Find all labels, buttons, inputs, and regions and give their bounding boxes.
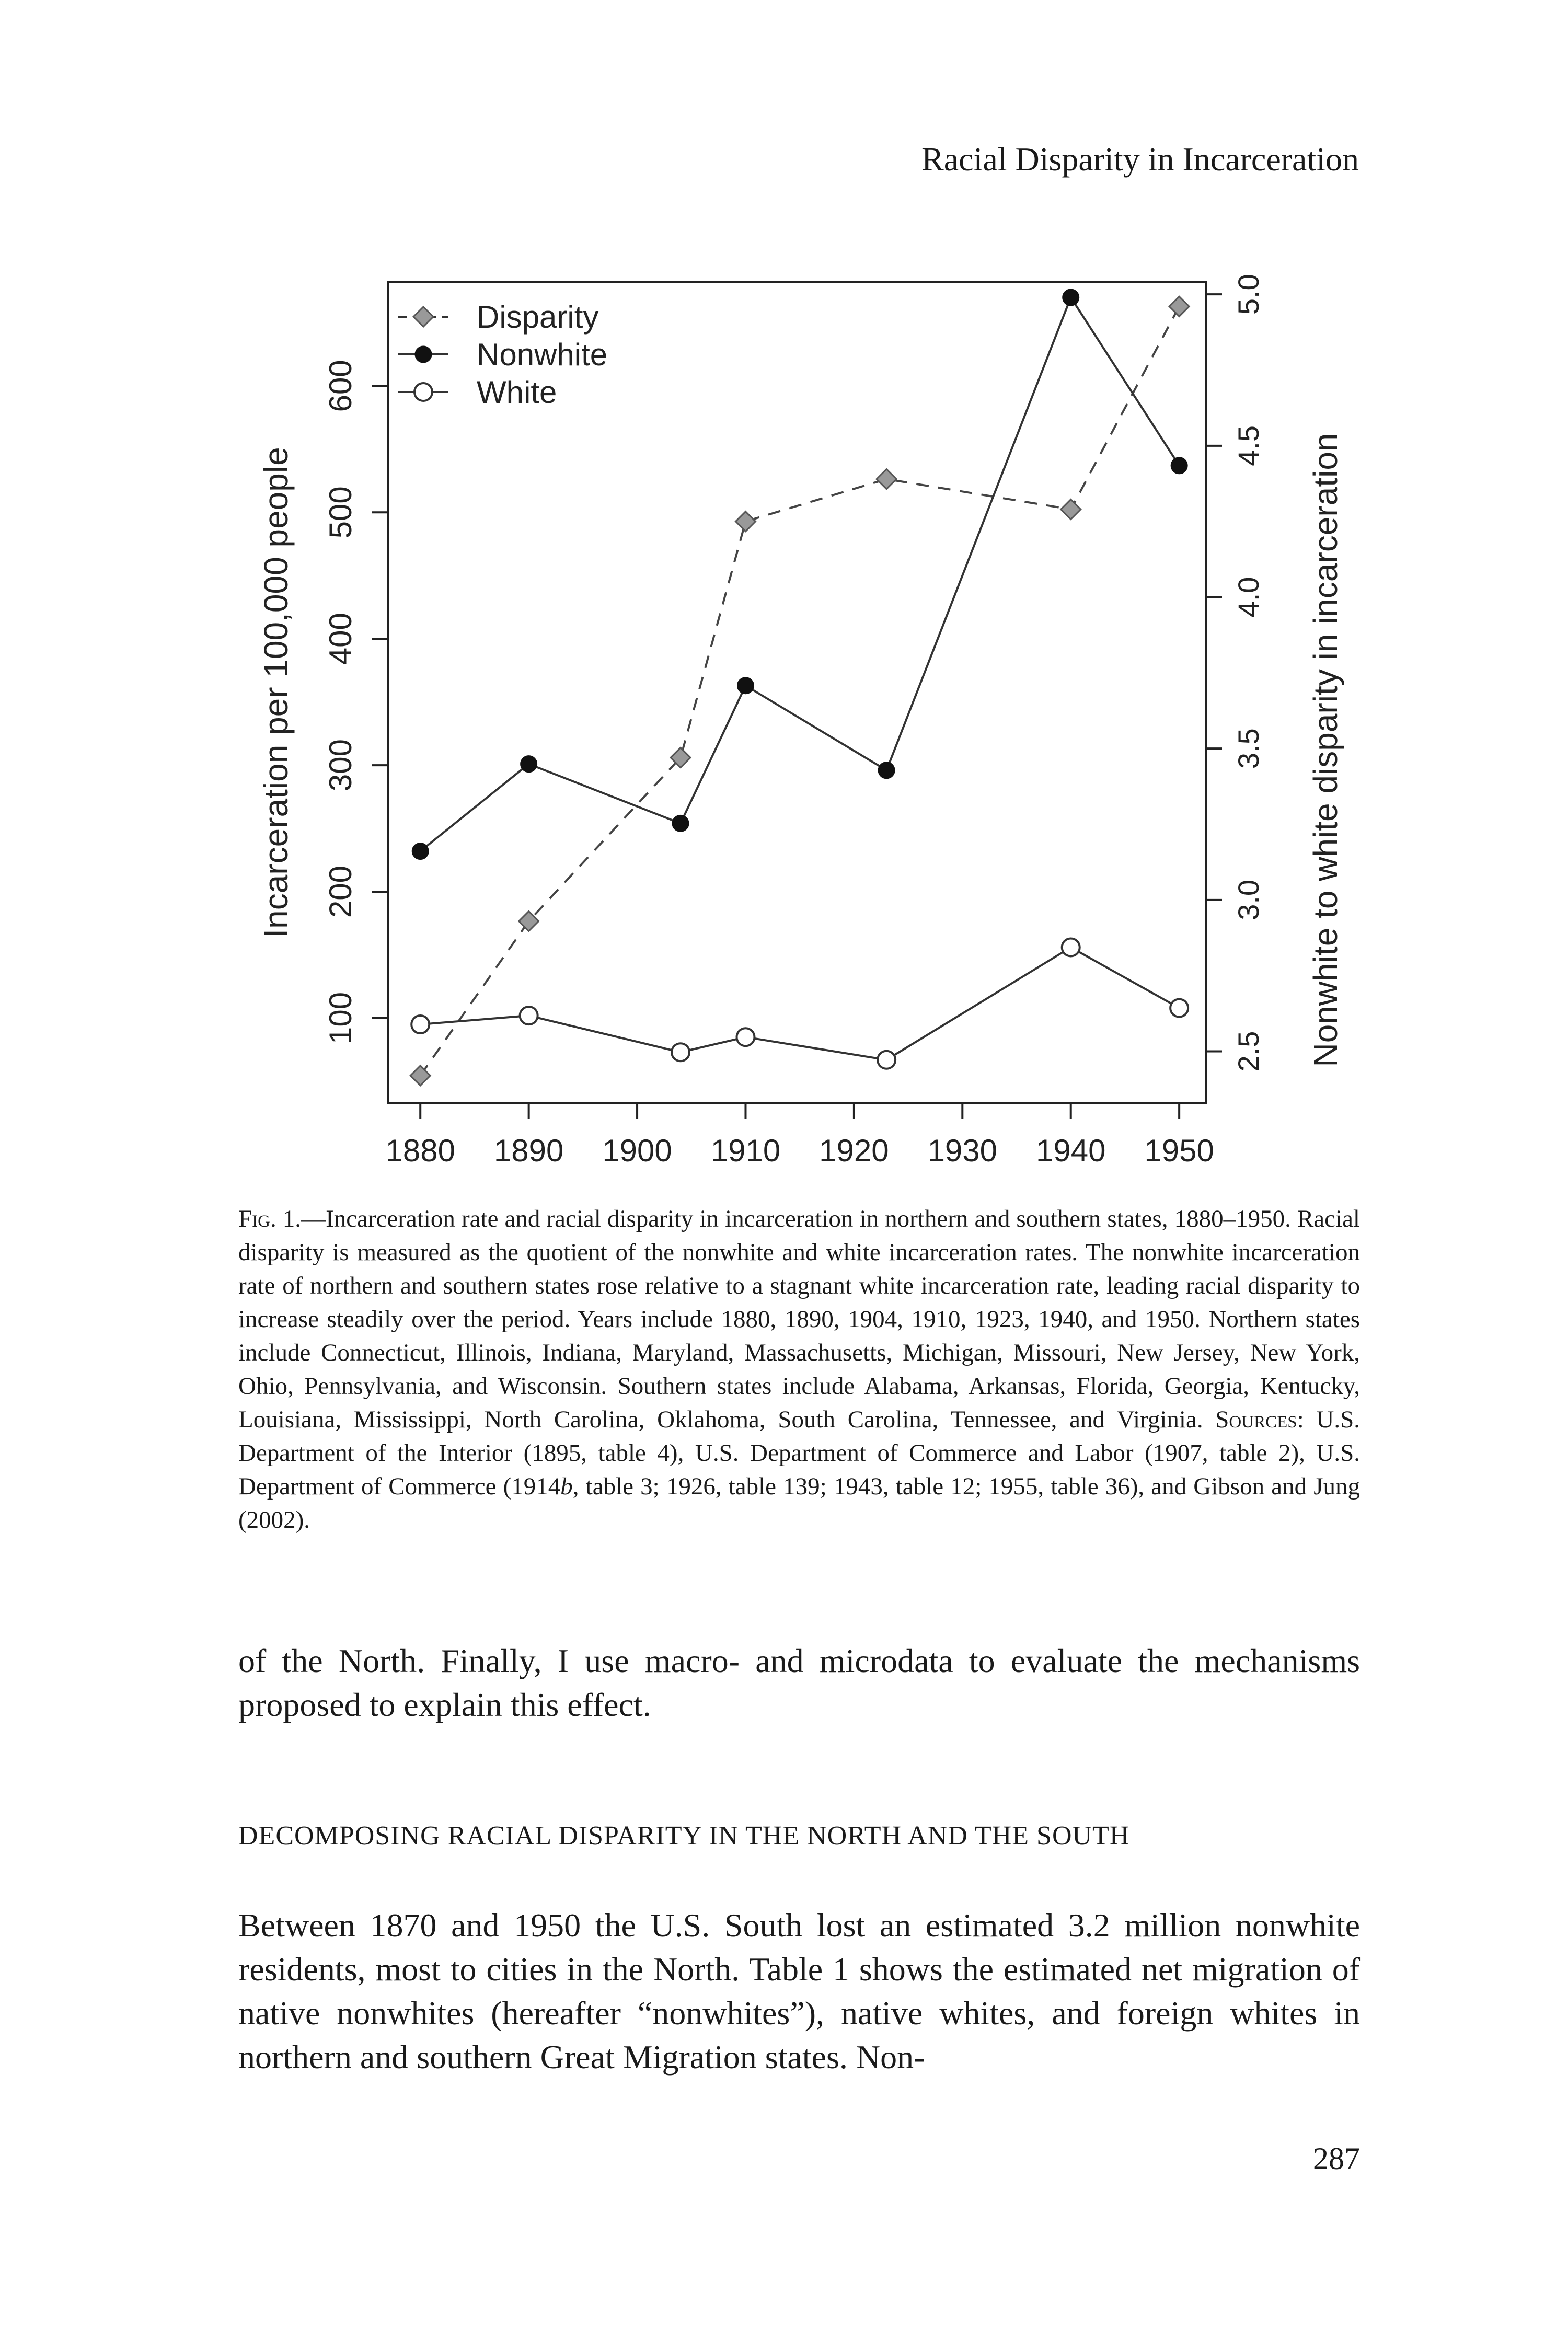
x-tick-label: 1890 bbox=[494, 1133, 563, 1168]
x-tick-label: 1920 bbox=[819, 1133, 889, 1168]
y2-tick-label: 3.5 bbox=[1232, 728, 1265, 769]
x-tick-label: 1930 bbox=[928, 1133, 997, 1168]
nonwhite-point bbox=[1062, 289, 1080, 306]
caption-label: Fig. 1. bbox=[238, 1205, 302, 1232]
legend-label-nonwhite: Nonwhite bbox=[477, 337, 607, 372]
y2-axis-label: Nonwhite to white disparity in incarcera… bbox=[1307, 433, 1344, 1067]
disparity-series-line bbox=[419, 306, 1180, 1077]
figure-1: 1880 1890 1900 1910 1920 1930 1940 1950 100 200 30… bbox=[230, 261, 1359, 1181]
y-tick-label: 500 bbox=[323, 486, 358, 538]
x-tick-label: 1880 bbox=[385, 1133, 455, 1168]
y2-tick-label: 4.0 bbox=[1232, 577, 1265, 618]
white-point bbox=[877, 1050, 897, 1070]
y-axis-label: Incarceration per 100,000 people bbox=[257, 447, 295, 938]
nonwhite-point bbox=[878, 762, 895, 779]
white-point bbox=[518, 1006, 539, 1026]
disparity-point bbox=[1168, 295, 1191, 318]
disparity-point bbox=[409, 1064, 432, 1087]
y-tick-label: 200 bbox=[323, 866, 358, 918]
nonwhite-point bbox=[1170, 457, 1188, 475]
y-tick-label: 300 bbox=[323, 739, 358, 791]
disparity-point bbox=[875, 468, 898, 490]
legend-label-white: White bbox=[477, 375, 557, 410]
y-tick-label: 100 bbox=[323, 992, 358, 1044]
caption-sources-text: : U.S. Department of the Interior (1895,… bbox=[238, 1406, 1360, 1500]
white-point bbox=[735, 1027, 756, 1047]
y2-tick-label: 4.5 bbox=[1232, 425, 1265, 466]
x-tick-label: 1900 bbox=[602, 1133, 672, 1168]
white-point bbox=[1169, 998, 1190, 1018]
x-tick-label: 1940 bbox=[1036, 1133, 1105, 1168]
white-point bbox=[1060, 937, 1081, 958]
y2-tick-label: 3.0 bbox=[1232, 880, 1265, 920]
y-tick-label: 600 bbox=[323, 360, 358, 412]
page-number: 287 bbox=[1313, 2141, 1360, 2176]
white-point bbox=[671, 1042, 691, 1063]
y2-tick-label: 5.0 bbox=[1232, 274, 1265, 315]
y-tick-label: 400 bbox=[323, 613, 358, 665]
caption-text: —Incarceration rate and racial disparity… bbox=[238, 1205, 1360, 1433]
x-tick-label: 1950 bbox=[1144, 1133, 1214, 1168]
figure-caption: Fig. 1.—Incarceration rate and racial di… bbox=[238, 1202, 1360, 1537]
legend-marker-white bbox=[413, 382, 433, 402]
caption-sources-text-2: , table 3; 1926, table 139; 1943, table … bbox=[238, 1473, 1361, 1534]
caption-sources-label: Sources bbox=[1215, 1406, 1297, 1433]
y2-tick-label: 2.5 bbox=[1232, 1031, 1265, 1072]
incarceration-chart: 1880 1890 1900 1910 1920 1930 1940 1950 100 200 30… bbox=[257, 274, 1344, 1168]
x-tick-label: 1910 bbox=[711, 1133, 780, 1168]
white-point bbox=[410, 1014, 431, 1035]
disparity-point bbox=[734, 510, 757, 533]
plot-frame bbox=[387, 281, 1207, 1104]
running-head: Racial Disparity in Incarceration bbox=[921, 141, 1359, 178]
nonwhite-point bbox=[736, 677, 754, 695]
disparity-point bbox=[517, 910, 540, 932]
caption-sources-italic: b bbox=[560, 1473, 573, 1500]
disparity-point bbox=[1059, 498, 1082, 521]
nonwhite-point bbox=[520, 755, 538, 773]
body-paragraph-1: of the North. Finally, I use macro- and … bbox=[238, 1642, 1360, 1723]
body-paragraph-2: Between 1870 and 1950 the U.S. South los… bbox=[238, 1907, 1360, 2076]
legend-label-disparity: Disparity bbox=[477, 299, 598, 335]
section-heading: DECOMPOSING RACIAL DISPARITY IN THE NORT… bbox=[238, 1821, 1130, 1851]
legend-marker-nonwhite bbox=[414, 345, 432, 363]
nonwhite-point bbox=[672, 814, 689, 832]
nonwhite-point bbox=[411, 843, 429, 860]
legend-marker-disparity bbox=[412, 305, 435, 328]
white-series-line bbox=[420, 946, 1180, 1061]
disparity-point bbox=[669, 746, 692, 769]
